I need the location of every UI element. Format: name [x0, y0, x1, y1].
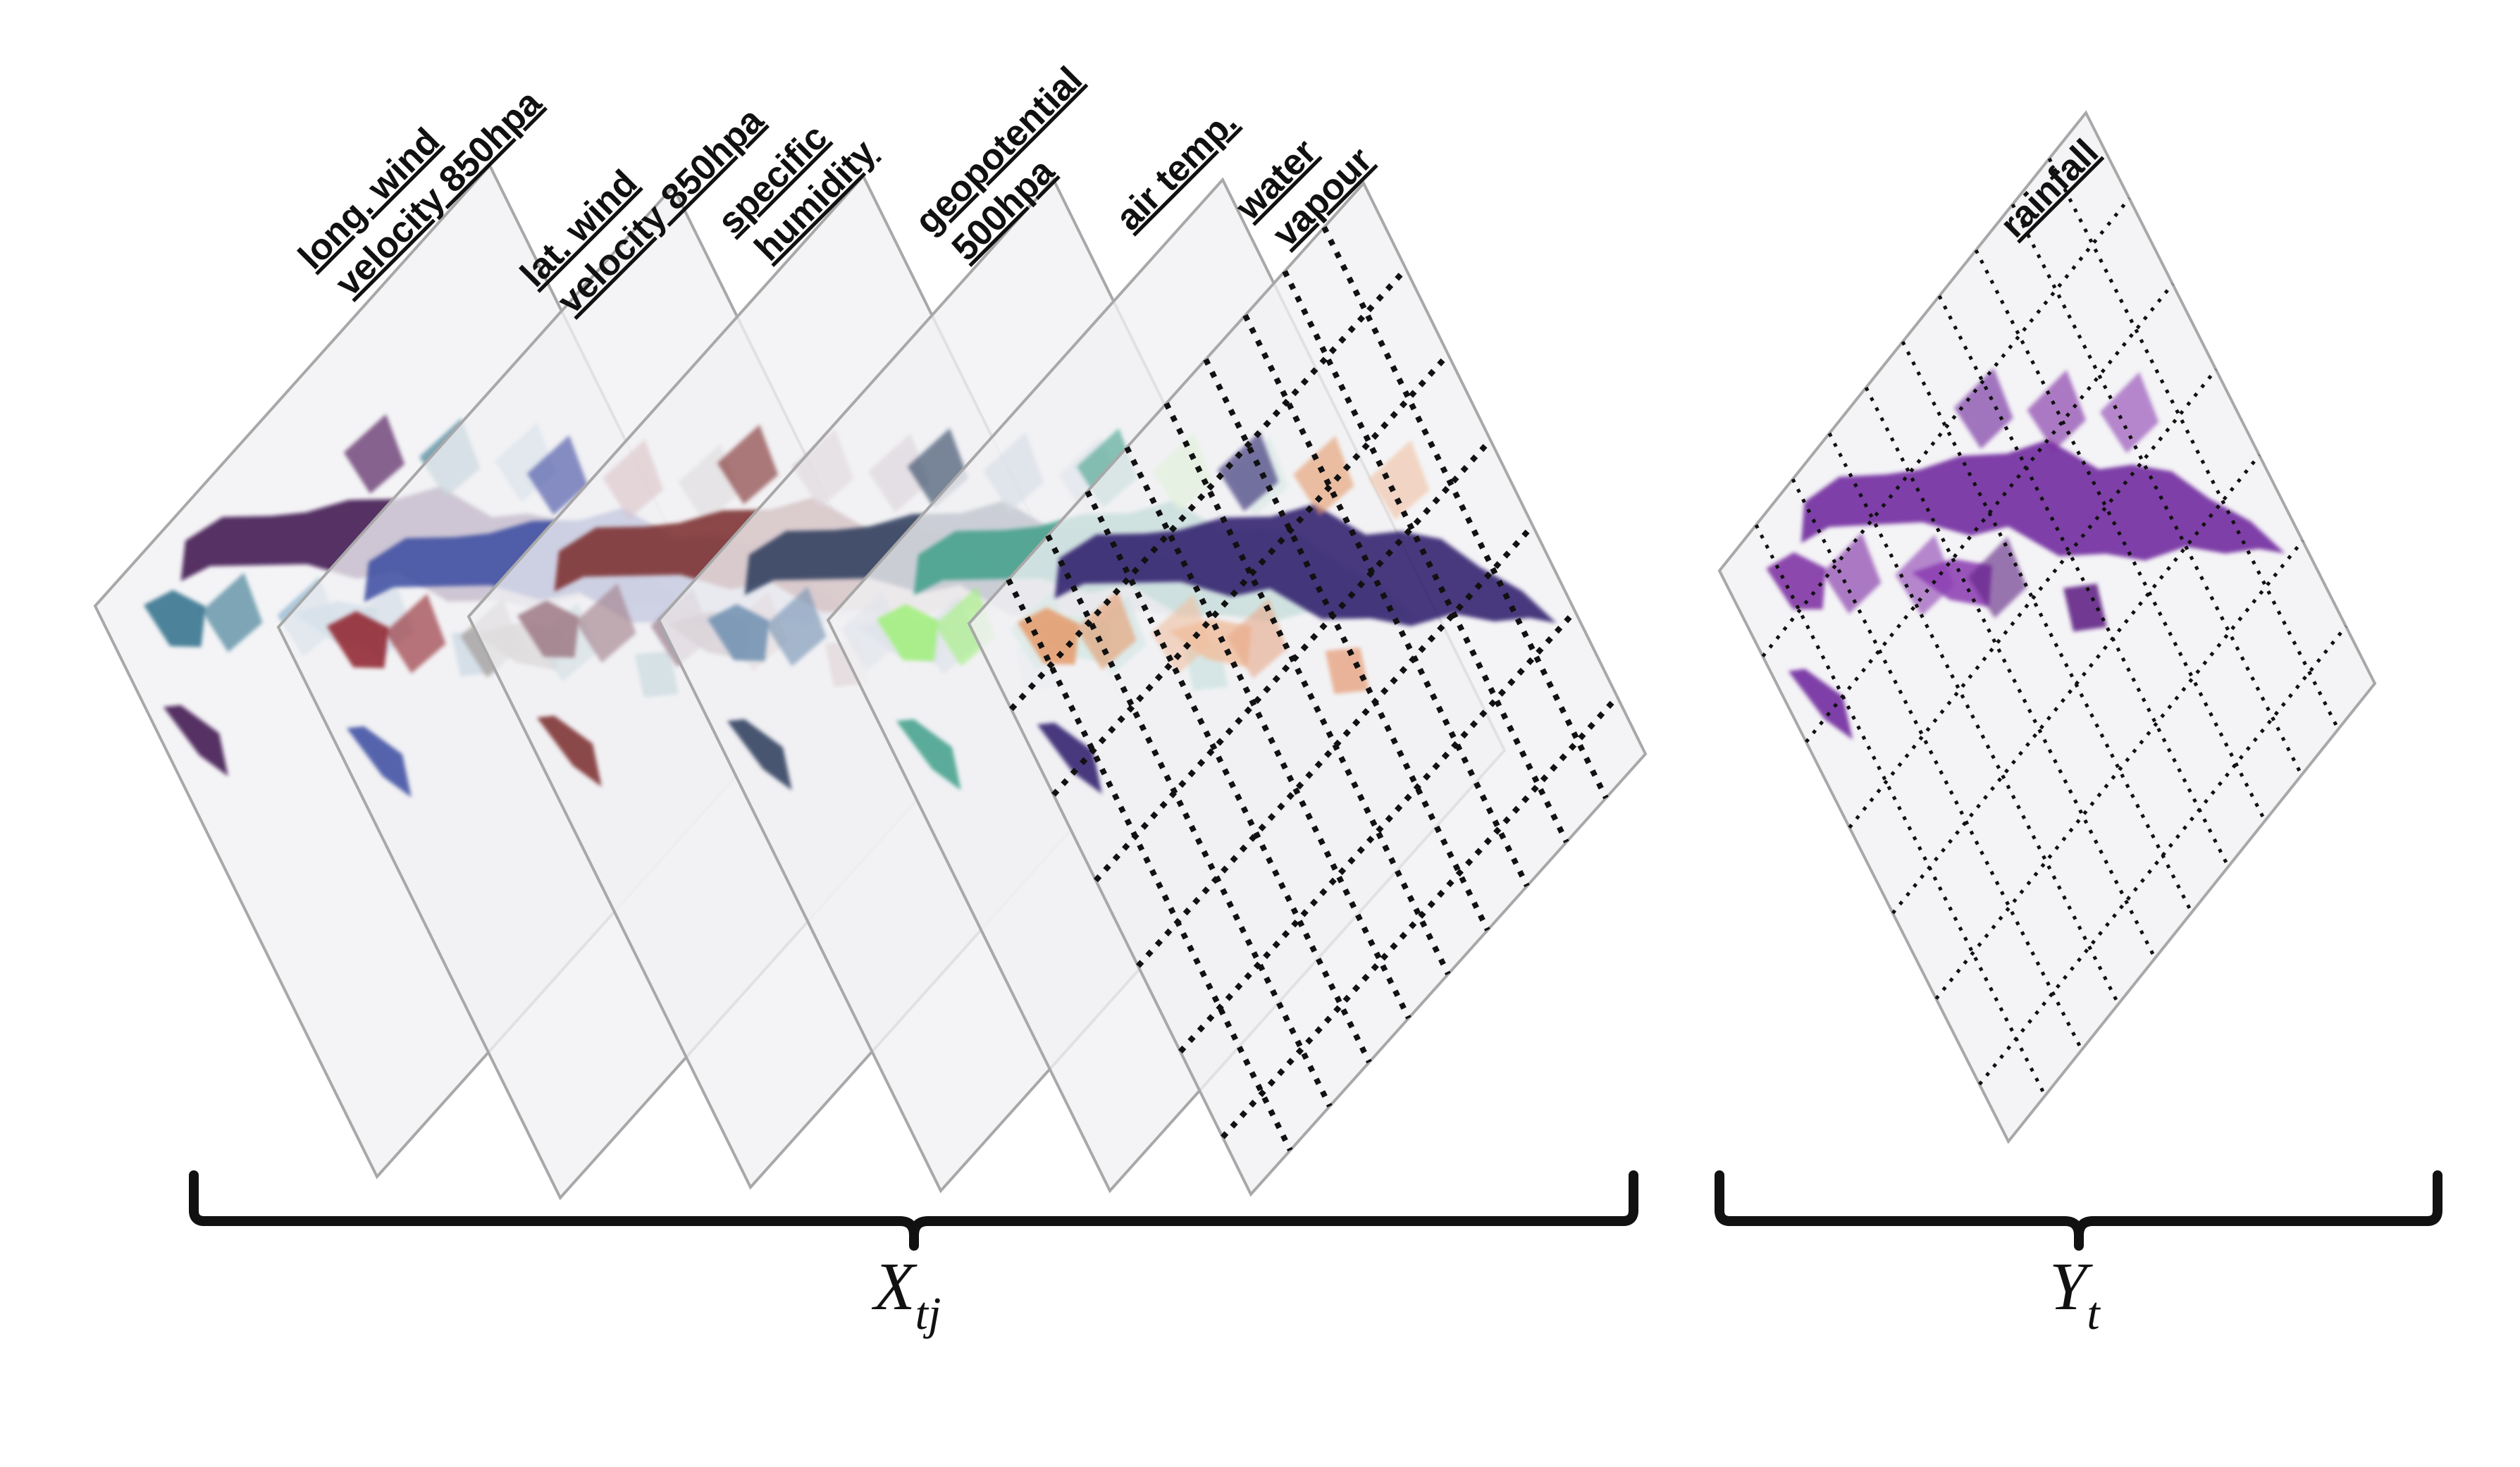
output-grid-line [1978, 625, 2347, 1086]
input-value-patch [575, 583, 636, 663]
output-symbol: Y [2049, 1249, 2093, 1324]
output-symbol-subscript: t [2087, 1288, 2101, 1339]
output-landmass [1766, 552, 1826, 609]
input-value-patch [1151, 594, 1212, 674]
output-grid-line [1891, 454, 2261, 915]
input-landmass [346, 726, 412, 798]
output-value-patch [2099, 372, 2159, 454]
input-landmass [143, 590, 206, 648]
input-brace [189, 1170, 1638, 1251]
output-landmass [1788, 669, 1853, 740]
input-landmass [727, 719, 792, 791]
input-value-patch [202, 572, 263, 652]
input-landmass [896, 719, 961, 791]
input-plane [967, 180, 1648, 1197]
input-value-patch [1075, 590, 1137, 670]
output-brace [1715, 1170, 2442, 1251]
input-symbol-subscript: tj [915, 1288, 941, 1339]
output-grid-line [1848, 368, 2218, 829]
output-grid-line [1937, 295, 2230, 868]
input-value-patch [1293, 435, 1354, 516]
output-grid-line [1827, 432, 2120, 1005]
input-landmass [517, 600, 579, 658]
output-grid-line [1934, 539, 2304, 1001]
output-grid-line [1761, 197, 2131, 658]
output-value-patch [1968, 537, 2027, 619]
output-value-patch [2027, 370, 2087, 452]
output-grid-line [1901, 340, 2194, 914]
input-brace-label: Xtj [871, 1249, 941, 1339]
input-landmass [1017, 607, 1080, 665]
input-landmass [707, 604, 770, 662]
output-value-patch [1954, 368, 2013, 450]
input-layer: watervapour [967, 131, 1648, 1197]
input-landmass [326, 611, 389, 669]
output-grid-line [1974, 249, 2267, 822]
output-layer-stack: rainfall [1717, 110, 2377, 1144]
output-plane [1717, 110, 2377, 1144]
output-grid-line [1805, 283, 2174, 743]
input-landmass [876, 604, 939, 662]
input-value-patch [1369, 440, 1430, 520]
input-value-patch [1217, 431, 1279, 512]
input-landmass [1325, 647, 1369, 694]
output-grid-line [2047, 157, 2340, 731]
output-value-patch [1822, 533, 1882, 614]
input-symbol: X [871, 1249, 918, 1324]
input-landmass [1037, 722, 1102, 794]
input-value-patch [343, 414, 405, 494]
output-landmass [2063, 583, 2107, 632]
input-landmass [536, 715, 602, 787]
input-value-patch [526, 435, 588, 515]
output-grid-line [1864, 386, 2157, 960]
output-brace-label: Yt [2049, 1249, 2101, 1339]
output-layer: rainfall [1717, 110, 2377, 1144]
input-value-patch [765, 586, 827, 667]
input-value-patch [385, 593, 446, 674]
output-grid-line [1791, 478, 2084, 1051]
output-landmass [1801, 440, 2285, 561]
output-grid-line [1754, 524, 2047, 1097]
input-value-patch [717, 424, 779, 505]
output-grid-line [2011, 203, 2304, 776]
input-landmass [163, 705, 228, 776]
